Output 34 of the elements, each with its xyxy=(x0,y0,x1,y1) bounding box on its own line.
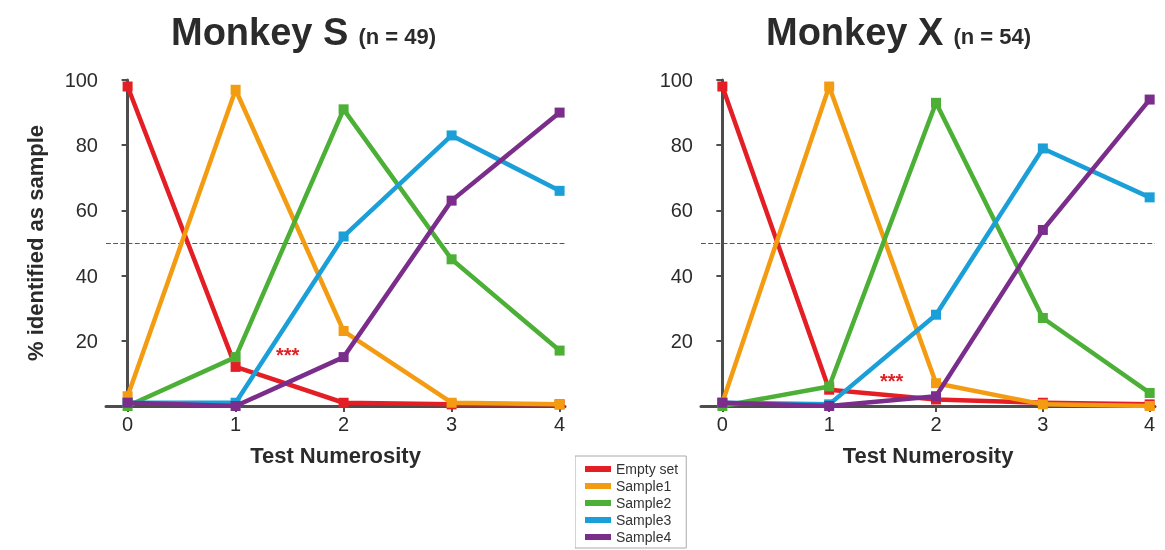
y-tick-label: 20 xyxy=(670,329,693,352)
chart-title: Monkey S xyxy=(171,11,349,53)
chart-subtitle: (n = 49) xyxy=(358,23,437,49)
legend-label: Empty set xyxy=(616,461,679,477)
y-tick-label: 100 xyxy=(659,69,693,91)
y-tick-label: 100 xyxy=(64,69,98,91)
annotation: *** xyxy=(276,344,300,366)
y-tick-label: 40 xyxy=(75,264,98,287)
legend-label: Sample2 xyxy=(616,495,672,511)
y-axis-title: % identified as sample xyxy=(22,125,48,361)
y-tick-label: 40 xyxy=(670,264,693,287)
x-tick-label: 2 xyxy=(338,413,350,435)
y-tick-label: 80 xyxy=(75,134,98,157)
annotation: *** xyxy=(880,370,904,392)
x-axis-title: Test Numerosity xyxy=(250,442,422,468)
x-tick-label: 3 xyxy=(1037,413,1049,435)
x-tick-label: 4 xyxy=(1144,413,1156,435)
y-tick-label: 60 xyxy=(670,199,693,222)
legend-label: Sample1 xyxy=(616,478,672,494)
x-tick-label: 3 xyxy=(446,413,458,435)
chart-subtitle: (n = 54) xyxy=(953,23,1032,49)
x-tick-label: 4 xyxy=(554,413,566,435)
x-tick-label: 2 xyxy=(930,413,942,435)
x-tick-label: 1 xyxy=(230,413,242,435)
legend-label: Sample4 xyxy=(616,529,672,545)
x-tick-label: 0 xyxy=(122,413,134,435)
x-tick-label: 0 xyxy=(716,413,728,435)
chart-title: Monkey X xyxy=(766,11,945,53)
y-tick-label: 60 xyxy=(75,199,98,222)
x-tick-label: 1 xyxy=(823,413,835,435)
y-tick-label: 20 xyxy=(75,329,98,352)
y-tick-label: 80 xyxy=(670,134,693,157)
legend-label: Sample3 xyxy=(616,512,672,528)
x-axis-title: Test Numerosity xyxy=(842,442,1015,468)
